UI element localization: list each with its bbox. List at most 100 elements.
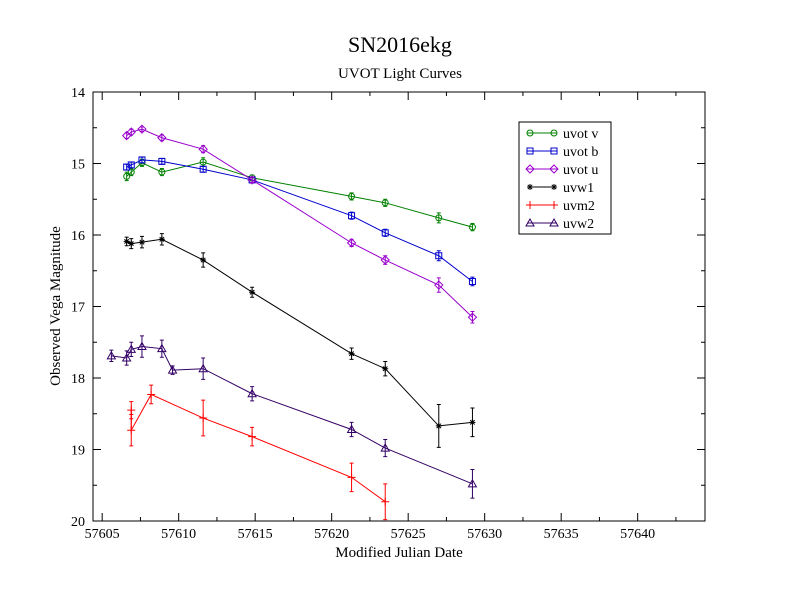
legend-box: [518, 121, 612, 235]
data-point: [435, 252, 443, 260]
error-bar: [159, 339, 164, 358]
data-point: [126, 344, 137, 353]
series-uvm2: [127, 384, 390, 521]
data-point: [468, 223, 476, 231]
data-point: [381, 497, 390, 506]
data-point: [435, 422, 442, 429]
plot-area: [92, 91, 706, 522]
error-bar: [159, 168, 164, 177]
data-point: [128, 240, 135, 247]
data-point: [348, 192, 356, 200]
axis-ticks: 57605 57610 57615 57620 57625 57630 57635 57640…: [71, 86, 705, 542]
data-point: [247, 388, 257, 398]
series-uvw1: [123, 233, 476, 448]
data-point: [158, 157, 166, 165]
error-bar: [349, 192, 354, 201]
data-point: [147, 390, 156, 399]
data-point: [198, 363, 209, 373]
legend-marker-end: [549, 164, 559, 174]
y-tick-label: 14: [71, 86, 85, 101]
data-point: [247, 175, 257, 185]
data-point: [123, 163, 131, 171]
data-point: [200, 257, 207, 264]
data-point: [434, 280, 444, 290]
data-point: [127, 161, 135, 169]
legend-marker-end: [550, 201, 558, 209]
data-point: [381, 199, 389, 207]
x-tick-label: 57640: [620, 527, 655, 542]
data-point: [348, 212, 356, 220]
y-tick-label: 15: [71, 158, 85, 173]
error-bar: [201, 357, 206, 380]
x-tick-label: 57630: [467, 527, 502, 542]
series-line: [126, 238, 473, 427]
data-point: [248, 432, 257, 441]
data-point: [346, 238, 357, 248]
data-point: [199, 158, 207, 166]
error-bar: [349, 211, 354, 220]
data-point: [468, 277, 476, 285]
legend-label: uvw1: [563, 181, 594, 196]
data-point: [126, 127, 136, 137]
series-line: [126, 159, 473, 282]
x-tick-label: 57605: [85, 527, 120, 542]
data-point: [167, 365, 178, 374]
data-point: [137, 341, 147, 351]
legend-marker-start: [525, 164, 535, 174]
legend-label: uvot v: [563, 127, 598, 142]
data-point: [249, 289, 256, 296]
error-bar: [139, 335, 144, 358]
legend-label: uvot u: [563, 163, 598, 178]
data-point: [123, 172, 131, 180]
x-tick-label: 57615: [238, 527, 273, 542]
data-point: [123, 238, 130, 245]
data-point: [121, 352, 132, 362]
legend-marker-end: [550, 129, 558, 137]
data-point: [348, 350, 355, 357]
legend-marker-start: [526, 147, 534, 155]
legend-marker-start: [526, 201, 534, 209]
data-point: [157, 133, 167, 143]
series-uvot-b: [123, 156, 476, 287]
legend: uvot v uvot b uvot u uvw1 uvm2 uvw2: [518, 121, 612, 235]
data-point: [381, 229, 389, 237]
legend-label: uvm2: [563, 199, 595, 214]
data-point: [138, 239, 145, 246]
error-bar: [383, 438, 388, 458]
data-point: [127, 426, 136, 435]
error-bar: [470, 469, 475, 499]
data-point: [347, 473, 356, 482]
chart-title: SN2016ekg: [348, 32, 452, 57]
legend-marker-start: [527, 184, 533, 190]
y-tick-label: 19: [71, 444, 85, 459]
x-tick-label: 57635: [544, 527, 579, 542]
y-tick-label: 17: [71, 301, 85, 316]
series-line: [126, 128, 473, 318]
data-point: [156, 343, 167, 353]
x-tick-label: 57625: [391, 527, 426, 542]
series-line: [126, 161, 473, 228]
data-point: [382, 365, 389, 372]
legend-marker-end: [550, 147, 558, 155]
series-line: [111, 346, 473, 485]
x-tick-label: 57610: [161, 527, 196, 542]
legend-marker-start: [525, 217, 535, 227]
data-point: [346, 424, 357, 433]
y-tick-label: 16: [71, 229, 85, 244]
data-point: [467, 312, 478, 322]
data-series: [106, 124, 478, 521]
data-point: [127, 406, 136, 415]
error-bar: [470, 223, 475, 232]
legend-marker-end: [551, 184, 557, 190]
error-bar: [436, 250, 441, 262]
data-point: [435, 214, 443, 222]
data-point: [158, 236, 165, 243]
data-point: [106, 350, 117, 360]
legend-marker-start: [526, 129, 534, 137]
legend-marker-end: [549, 217, 559, 227]
data-point: [380, 443, 391, 452]
series-uvw2: [106, 335, 478, 499]
error-bar: [436, 277, 441, 293]
data-point: [199, 414, 208, 423]
